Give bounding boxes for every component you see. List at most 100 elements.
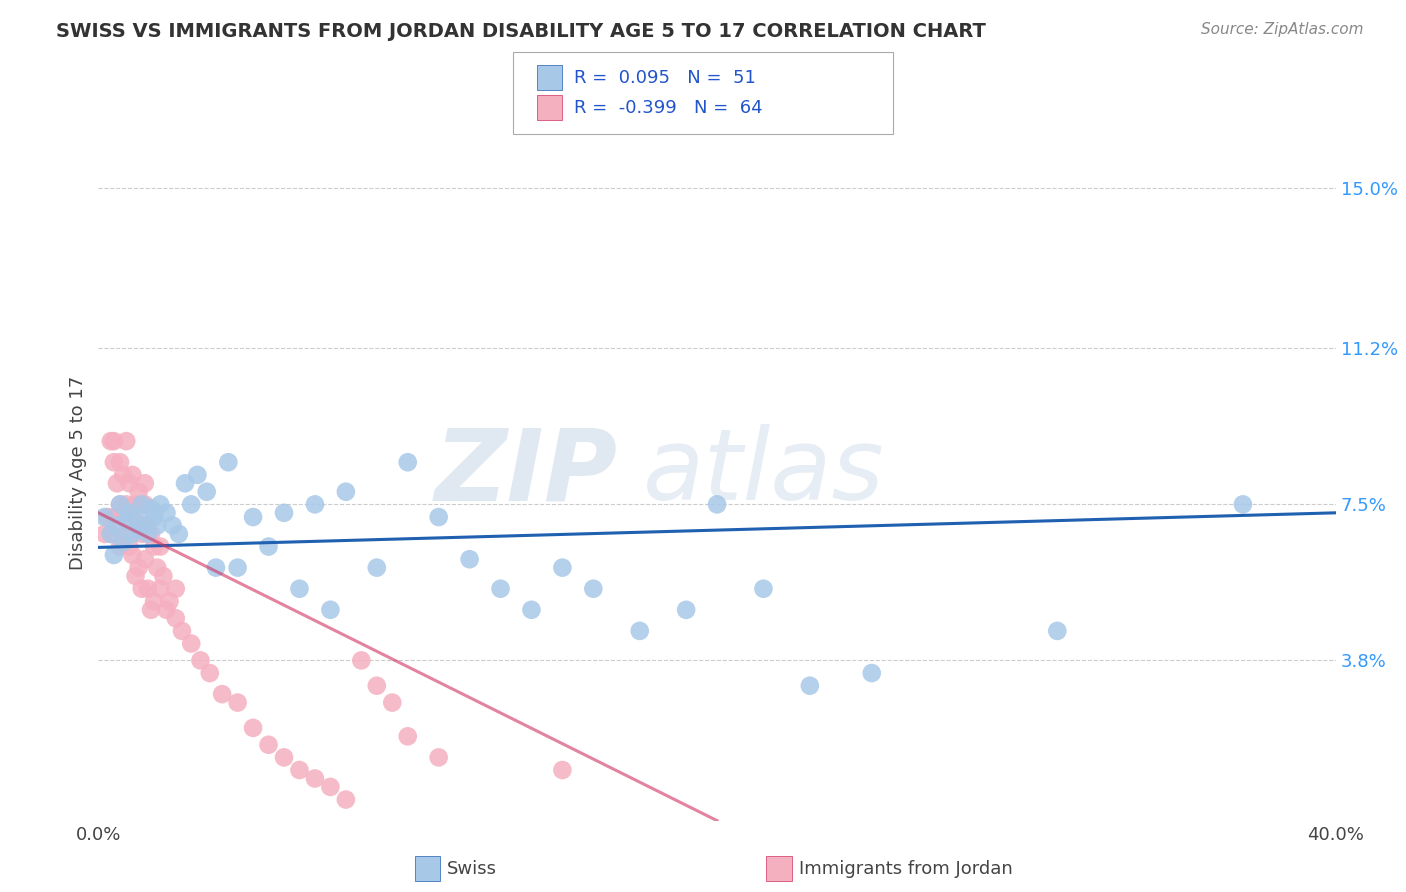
Point	[551, 560, 574, 574]
Point	[118, 540, 141, 554]
Point	[115, 434, 138, 449]
Point	[108, 540, 131, 554]
Point	[103, 455, 125, 469]
Point	[131, 527, 153, 541]
Point	[118, 476, 141, 491]
Point	[675, 603, 697, 617]
Point	[799, 679, 821, 693]
Point	[180, 497, 202, 511]
Point	[105, 476, 128, 491]
Point	[105, 518, 128, 533]
Point	[242, 510, 264, 524]
Point	[706, 497, 728, 511]
Point	[628, 624, 651, 638]
Point	[112, 467, 135, 482]
Point	[134, 497, 156, 511]
Point	[396, 729, 419, 743]
Point	[381, 696, 404, 710]
Point	[226, 696, 249, 710]
Point	[174, 476, 197, 491]
Point	[149, 582, 172, 596]
Text: Source: ZipAtlas.com: Source: ZipAtlas.com	[1201, 22, 1364, 37]
Point	[143, 540, 166, 554]
Point	[146, 560, 169, 574]
Point	[319, 780, 342, 794]
Point	[134, 476, 156, 491]
Point	[195, 484, 218, 499]
Point	[288, 582, 311, 596]
Point	[273, 506, 295, 520]
Point	[190, 653, 212, 667]
Point	[366, 560, 388, 574]
Point	[134, 552, 156, 566]
Point	[226, 560, 249, 574]
Point	[366, 679, 388, 693]
Point	[139, 527, 162, 541]
Point	[103, 510, 125, 524]
Point	[520, 603, 543, 617]
Point	[136, 582, 159, 596]
Point	[149, 540, 172, 554]
Text: R =  0.095   N =  51: R = 0.095 N = 51	[574, 69, 755, 87]
Point	[108, 497, 131, 511]
Point	[304, 772, 326, 786]
Point	[124, 569, 146, 583]
Point	[396, 455, 419, 469]
Point	[100, 527, 122, 541]
Point	[146, 518, 169, 533]
Point	[288, 763, 311, 777]
Y-axis label: Disability Age 5 to 17: Disability Age 5 to 17	[69, 376, 87, 570]
Point	[112, 535, 135, 549]
Point	[350, 653, 373, 667]
Point	[489, 582, 512, 596]
Point	[205, 560, 228, 574]
Point	[136, 518, 159, 533]
Point	[180, 636, 202, 650]
Point	[134, 518, 156, 533]
Point	[121, 510, 143, 524]
Point	[108, 455, 131, 469]
Point	[124, 510, 146, 524]
Point	[149, 497, 172, 511]
Point	[139, 603, 162, 617]
Point	[427, 510, 450, 524]
Point	[335, 792, 357, 806]
Point	[304, 497, 326, 511]
Point	[257, 540, 280, 554]
Point	[131, 582, 153, 596]
Text: R =  -0.399   N =  64: R = -0.399 N = 64	[574, 99, 762, 117]
Point	[458, 552, 481, 566]
Point	[97, 510, 120, 524]
Point	[319, 603, 342, 617]
Text: Swiss: Swiss	[447, 860, 498, 878]
Point	[115, 497, 138, 511]
Point	[112, 510, 135, 524]
Point	[124, 497, 146, 511]
Point	[115, 514, 138, 528]
Point	[860, 666, 883, 681]
Point	[115, 527, 138, 541]
Point	[165, 582, 187, 596]
Point	[108, 497, 131, 511]
Point	[143, 594, 166, 608]
Point	[128, 518, 150, 533]
Point	[257, 738, 280, 752]
Point	[167, 527, 190, 541]
Text: SWISS VS IMMIGRANTS FROM JORDAN DISABILITY AGE 5 TO 17 CORRELATION CHART: SWISS VS IMMIGRANTS FROM JORDAN DISABILI…	[56, 22, 986, 41]
Point	[335, 484, 357, 499]
Point	[427, 750, 450, 764]
Point	[211, 687, 233, 701]
Point	[121, 548, 143, 562]
Point	[131, 497, 153, 511]
Point	[155, 603, 177, 617]
Point	[121, 467, 143, 482]
Point	[128, 523, 150, 537]
Point	[752, 582, 775, 596]
Point	[128, 484, 150, 499]
Point	[136, 527, 159, 541]
Point	[100, 434, 122, 449]
Point	[273, 750, 295, 764]
Point	[582, 582, 605, 596]
Point	[155, 506, 177, 520]
Point	[217, 455, 239, 469]
